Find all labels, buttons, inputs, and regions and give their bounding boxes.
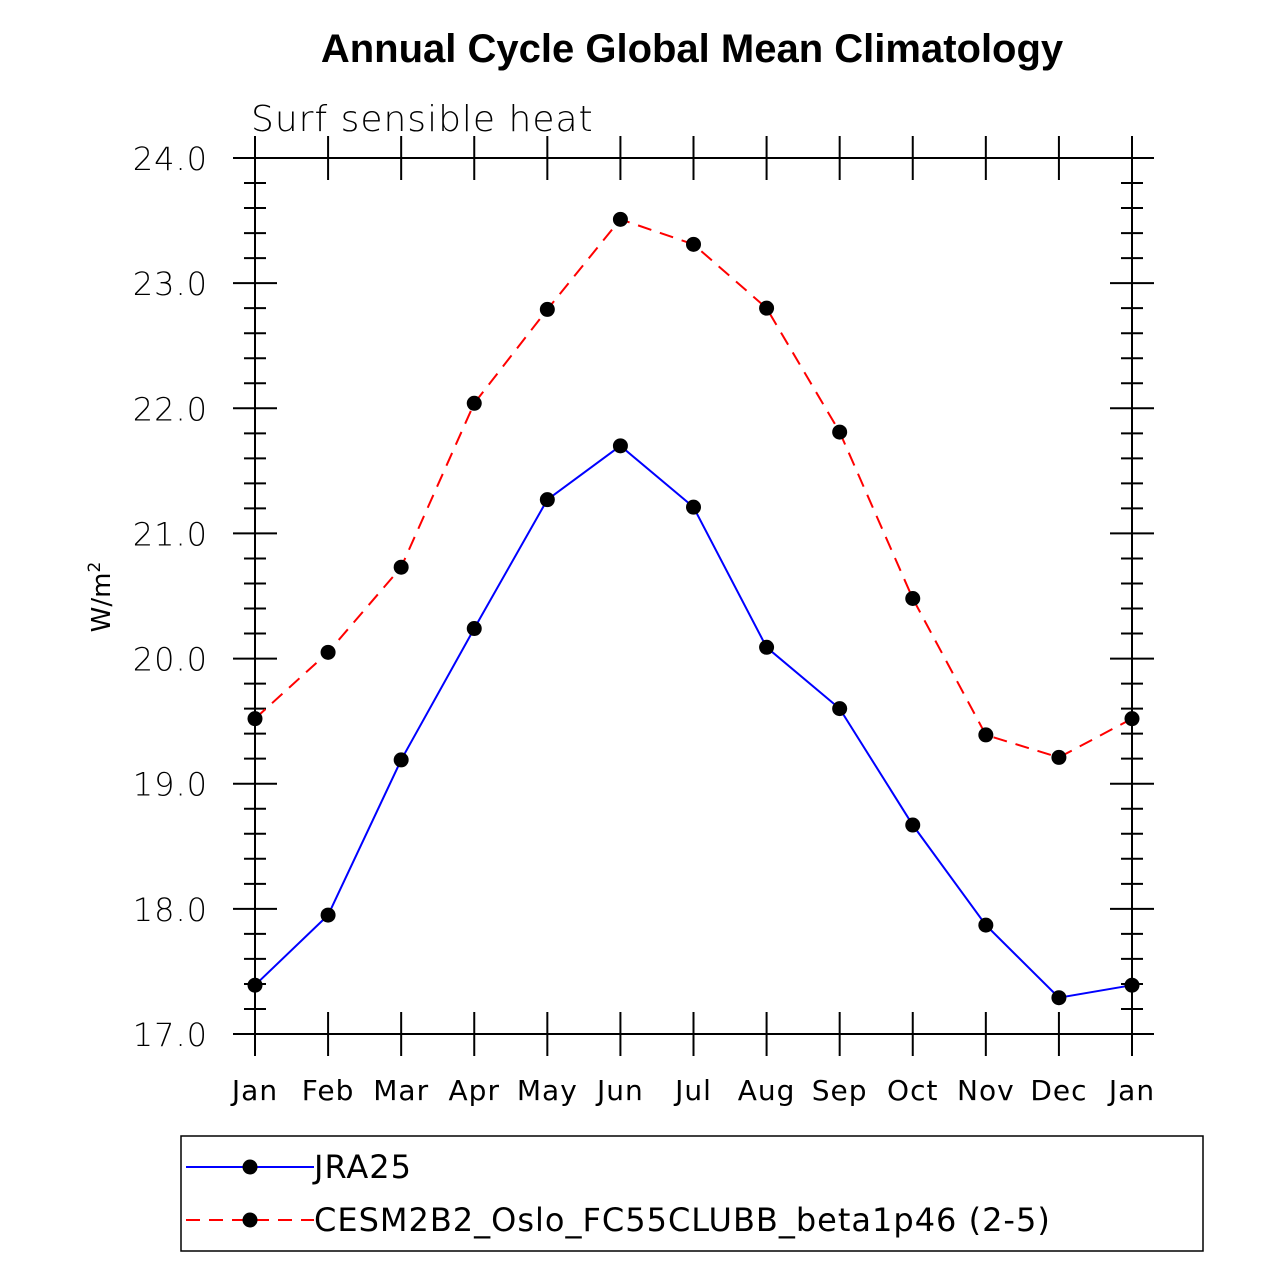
x-tick-label: Sep (812, 1074, 868, 1107)
series-line (254, 218, 1133, 759)
x-tick-label: Dec (1030, 1074, 1087, 1107)
legend-label-1: JRA25 (312, 1148, 412, 1186)
legend-box (180, 1135, 1204, 1252)
legend: JRA25 CESM2B2_Oslo_FC55CLUBB_beta1p46 (2-… (180, 1135, 1204, 1252)
data-point (466, 395, 482, 411)
x-tick-label: Apr (449, 1074, 500, 1107)
data-point (320, 644, 336, 660)
x-tick-label: Feb (302, 1074, 355, 1107)
y-tick-label: 18.0 (133, 891, 208, 929)
data-point (1124, 711, 1140, 727)
y-axis-label-main: W/m (87, 573, 117, 633)
data-point (539, 301, 555, 317)
y-axis-label-superscript: 2 (85, 562, 105, 573)
data-point (978, 917, 994, 933)
y-tick-label: 22.0 (133, 390, 208, 428)
data-point (539, 492, 555, 508)
data-point (1051, 990, 1067, 1006)
series-2 (247, 211, 1140, 765)
chart-subtitle: Surf sensible heat (251, 99, 594, 140)
plot-axes: 17.0 18.0 19.0 20.0 21.0 22.0 23.0 24.0 Jan Feb Ma… (133, 136, 1155, 1107)
legend-marker-2 (242, 1212, 258, 1228)
data-point (1124, 977, 1140, 993)
data-point (686, 499, 701, 515)
data-point (686, 236, 701, 252)
y-tick-label: 21.0 (133, 515, 208, 553)
data-point (759, 300, 775, 316)
data-point (393, 752, 409, 768)
x-tick-label: Jan (1107, 1074, 1155, 1107)
data-point (759, 639, 775, 655)
data-point (393, 559, 409, 575)
x-tick-label: Mar (373, 1074, 429, 1107)
x-tick-label: Jun (595, 1074, 644, 1107)
y-tick-label: 17.0 (133, 1016, 208, 1054)
x-tick-label: Jan (230, 1074, 278, 1107)
data-point (247, 977, 263, 993)
y-tick-label: 19.0 (133, 766, 208, 804)
data-point (905, 817, 921, 833)
data-point (612, 211, 628, 227)
x-tick-label: Jul (673, 1074, 712, 1107)
legend-label-2: CESM2B2_Oslo_FC55CLUBB_beta1p46 (2-5) (314, 1201, 1051, 1239)
series-1 (247, 438, 1140, 1006)
series-line (254, 444, 1133, 999)
data-point (466, 621, 482, 637)
data-point (832, 424, 848, 440)
x-tick-label: May (517, 1074, 578, 1107)
data-point (320, 907, 336, 923)
data-point (612, 438, 628, 454)
series-layer (247, 211, 1140, 1006)
y-axis-label: W/m2 (85, 562, 117, 633)
y-tick-label: 24.0 (133, 140, 208, 178)
data-point (905, 591, 921, 607)
data-point (247, 711, 263, 727)
y-tick-label: 23.0 (133, 265, 208, 303)
x-tick-label: Oct (887, 1074, 938, 1107)
chart-title: Annual Cycle Global Mean Climatology (321, 27, 1064, 71)
x-tick-label: Aug (738, 1074, 796, 1107)
data-point (1051, 749, 1067, 765)
y-tick-label: 20.0 (133, 641, 208, 679)
x-tick-label: Nov (957, 1074, 1015, 1107)
plot-frame (254, 157, 1133, 1035)
legend-marker-1 (242, 1159, 258, 1175)
data-point (832, 701, 848, 717)
data-point (978, 727, 994, 743)
